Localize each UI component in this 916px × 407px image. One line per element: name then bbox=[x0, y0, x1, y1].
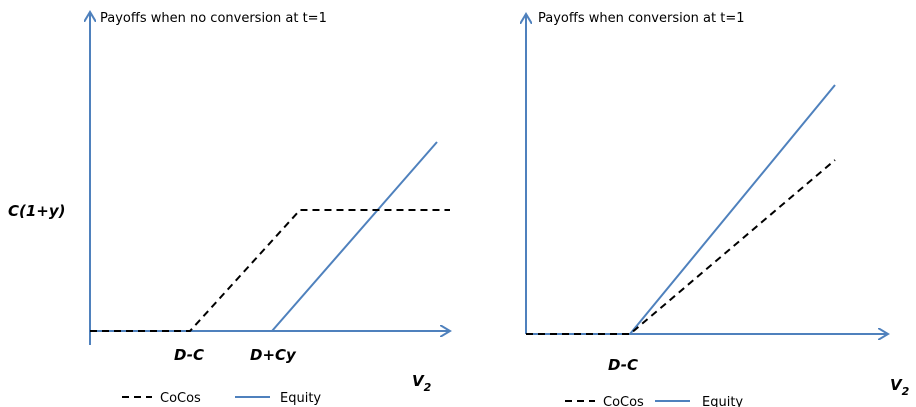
x-label: V2 bbox=[412, 372, 432, 394]
panel-title: Payoffs when no conversion at t=1 bbox=[100, 11, 327, 26]
panel-left: Payoffs when no conversion at t=1 C(1+y)… bbox=[8, 11, 450, 406]
legend-label: Equity bbox=[702, 395, 743, 407]
cocos-line bbox=[526, 159, 836, 335]
cocos-line bbox=[90, 209, 450, 332]
legend-label: Equity bbox=[280, 391, 321, 406]
x-label: V2 bbox=[890, 376, 910, 398]
equity-line bbox=[526, 84, 836, 335]
x-label-sub: 2 bbox=[424, 381, 432, 394]
x-tick-label: D-C bbox=[174, 346, 204, 364]
x-tick-label: D-C bbox=[608, 356, 638, 374]
legend-label: CoCos bbox=[160, 391, 201, 406]
legend-label: CoCos bbox=[603, 395, 644, 407]
equity-line bbox=[90, 141, 438, 332]
y-label: C(1+y) bbox=[8, 202, 66, 220]
x-label-sub: 2 bbox=[902, 385, 910, 398]
x-label-main: V bbox=[412, 372, 425, 390]
x-tick-label: D+Cy bbox=[250, 346, 297, 364]
panel-title: Payoffs when conversion at t=1 bbox=[538, 11, 745, 26]
x-label-main: V bbox=[890, 376, 903, 394]
panel-right: Payoffs when conversion at t=1 D-C V2 Co… bbox=[526, 11, 910, 407]
